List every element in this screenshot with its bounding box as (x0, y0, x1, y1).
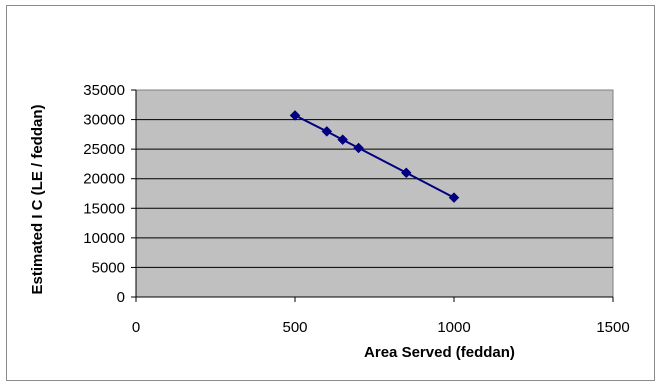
gridlines (136, 119, 613, 268)
y-tick-label: 25000 (83, 141, 125, 158)
y-tick-label: 10000 (83, 230, 125, 247)
plot-area (135, 89, 614, 298)
series-line (294, 114, 455, 199)
data-point (448, 192, 460, 203)
x-tick-label: 0 (132, 319, 140, 336)
y-tick-label: 5000 (92, 259, 125, 276)
data-point (337, 134, 349, 146)
y-tick-label: 30000 (83, 112, 125, 129)
y-axis-ticks: 0 5000 10000 15000 20000 25000 30000 35000 (83, 82, 136, 306)
data-point (400, 167, 412, 179)
x-tick-label: 1000 (437, 319, 470, 336)
data-point (321, 126, 333, 137)
x-axis-ticks: 0 500 1000 1500 (132, 297, 630, 336)
x-tick-label: 500 (282, 319, 307, 336)
data-point (353, 142, 364, 154)
y-axis-title: Estimated I C (LE / feddan) (29, 104, 46, 294)
x-axis-title: Area Served (feddan) (364, 344, 515, 361)
y-tick-label: 15000 (83, 200, 125, 217)
data-point (289, 110, 301, 121)
y-tick-label: 20000 (83, 171, 125, 188)
y-tick-label: 35000 (83, 82, 125, 99)
y-tick-label: 0 (117, 289, 125, 306)
x-tick-label: 1500 (596, 319, 629, 336)
data-points (289, 110, 460, 203)
